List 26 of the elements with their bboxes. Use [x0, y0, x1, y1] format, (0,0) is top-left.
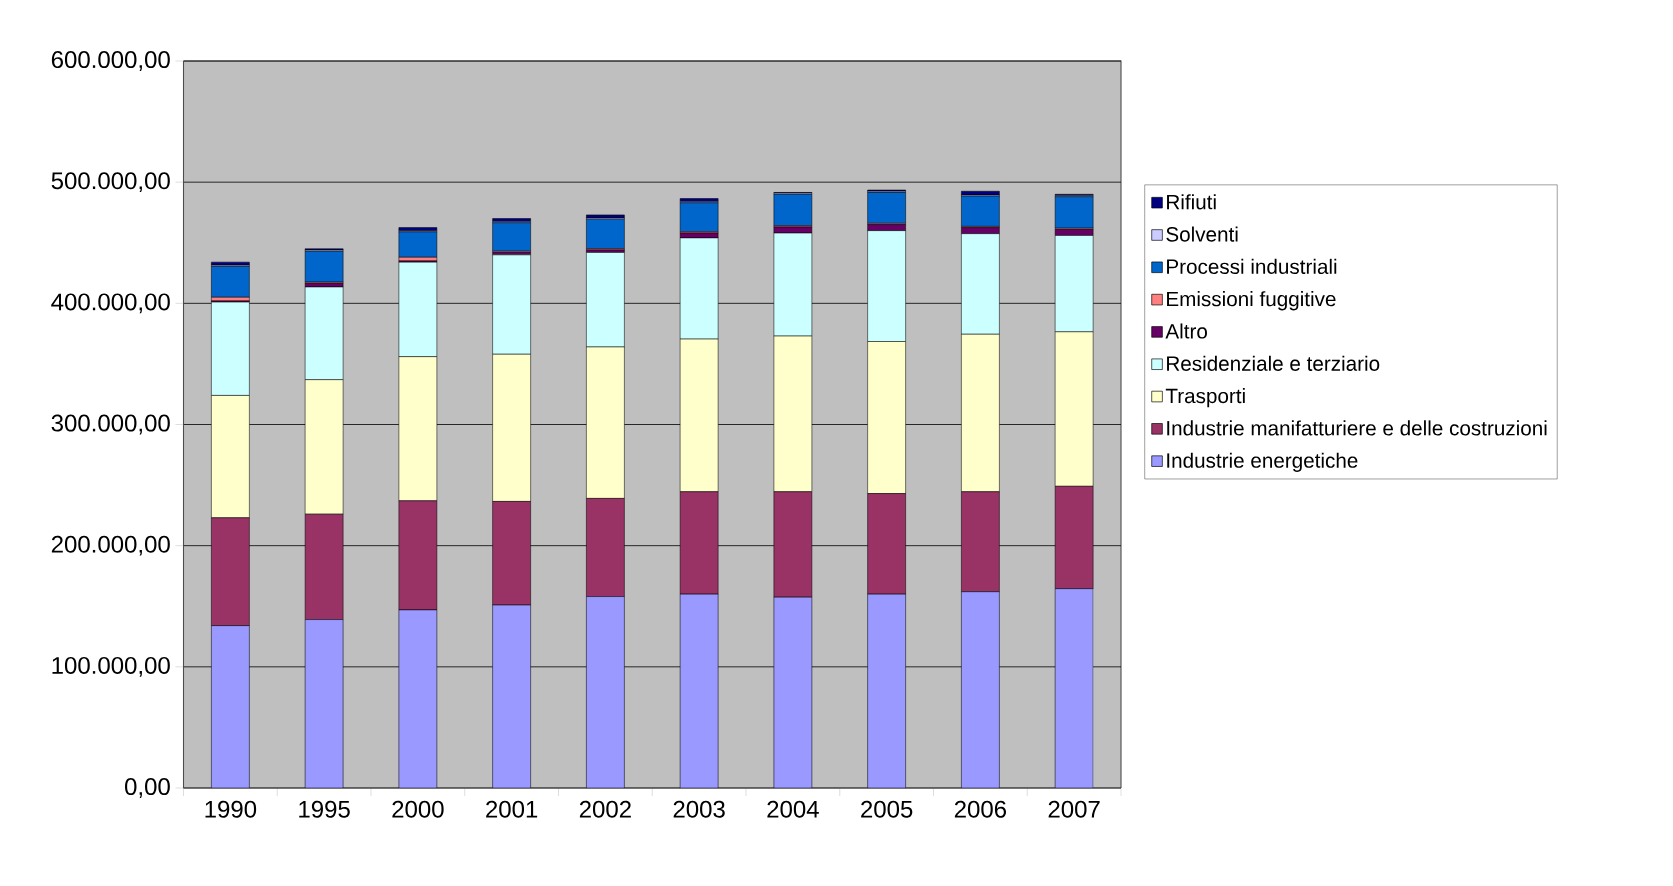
legend-label: Rifiuti — [1167, 194, 1216, 210]
y-tick-label: 0,00 — [125, 778, 170, 798]
legend-label: Trasporti — [1165, 388, 1245, 408]
y-tick-label: 100.000,00 — [52, 656, 170, 677]
x-tick-label: 1995 — [299, 800, 350, 818]
x-tick-label: 2006 — [954, 800, 1007, 818]
legend-label: Processi industriali — [1167, 258, 1337, 274]
x-tick-label: 2003 — [673, 800, 725, 818]
legend-label: Industrie manifatturiere e delle costruzioni — [1167, 420, 1547, 436]
legend-label: Emissioni fuggitive — [1167, 291, 1336, 311]
legend-label: Solventi — [1166, 226, 1238, 242]
y-tick-label: 400.000,00 — [51, 293, 170, 314]
x-tick-label: 2004 — [767, 800, 819, 818]
x-tick-label: 1990 — [205, 800, 257, 818]
legend-label: Residenziale e terziario — [1167, 355, 1380, 371]
x-tick-label: 2002 — [579, 800, 631, 818]
x-tick-label: 2005 — [861, 800, 913, 818]
y-tick-label: 600.000,00 — [51, 51, 170, 71]
legend-label: Altro — [1165, 323, 1207, 339]
y-tick-label: 200.000,00 — [51, 535, 170, 556]
y-tick-label: 500.000,00 — [51, 172, 170, 193]
legend-label: Industrie energetiche — [1167, 452, 1358, 472]
y-tick-label: 300.000,00 — [51, 414, 170, 435]
x-tick-label: 2000 — [392, 800, 444, 818]
x-tick-label: 2007 — [1048, 800, 1100, 818]
x-tick-label: 2001 — [486, 800, 538, 818]
